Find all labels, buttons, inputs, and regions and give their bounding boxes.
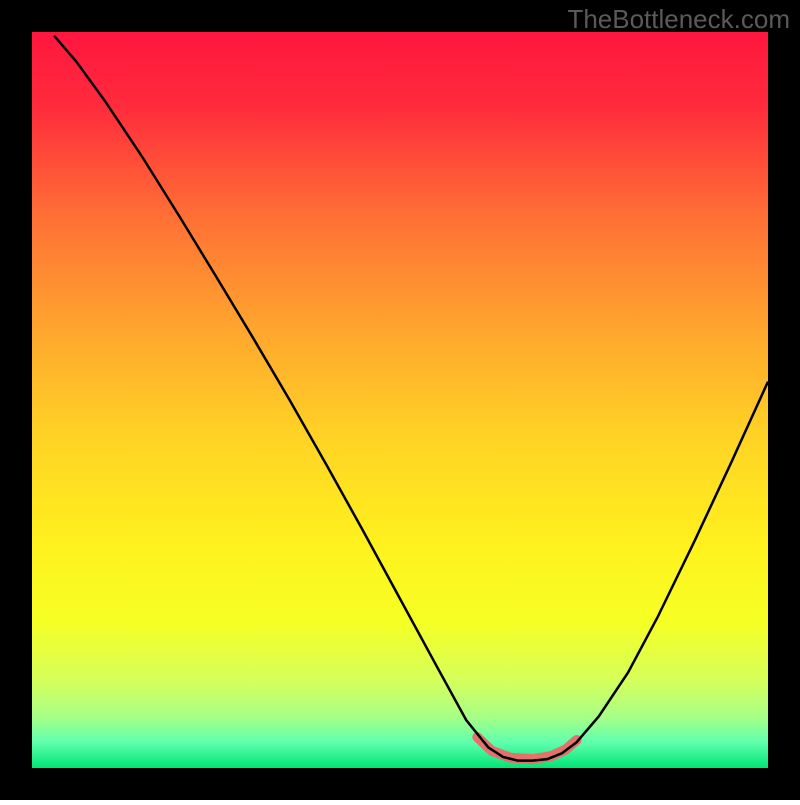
bottleneck-chart: TheBottleneck.com — [0, 0, 800, 800]
attribution-text: TheBottleneck.com — [567, 4, 790, 35]
plot-background — [32, 32, 768, 768]
chart-svg — [0, 0, 800, 800]
